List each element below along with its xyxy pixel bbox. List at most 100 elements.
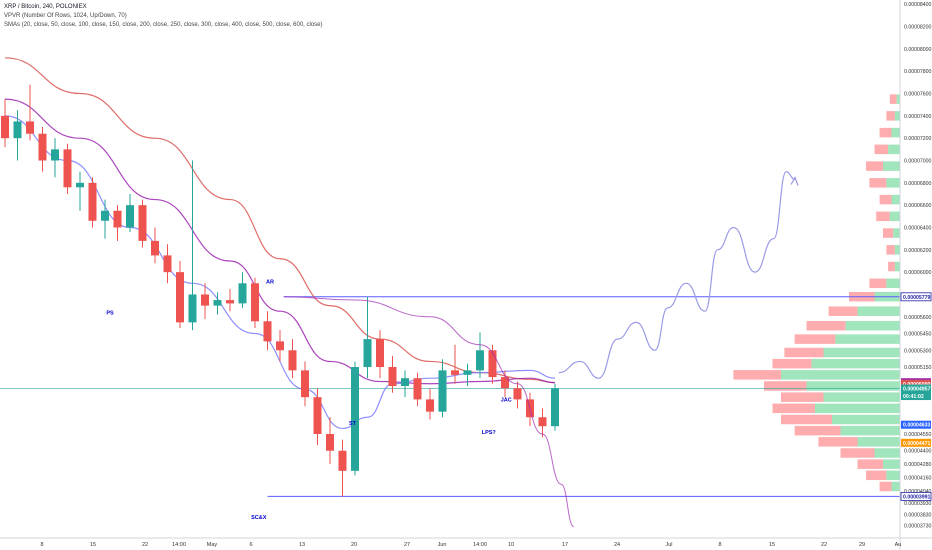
y-tick-label: 0.00006800 xyxy=(904,181,932,187)
annotation-label: LPS? xyxy=(482,430,497,436)
price-label-box xyxy=(901,438,931,447)
y-tick-label: 0.00008400 xyxy=(904,2,932,8)
y-axis[interactable]: 0.00008400 0.00008200 0.00008000 0.00007800… xyxy=(904,2,932,529)
volume-bar-down xyxy=(794,334,836,344)
candle-body xyxy=(551,388,559,427)
x-tick-label: 24 xyxy=(614,542,620,548)
volume-bar-down xyxy=(772,358,812,369)
projection-arrowhead xyxy=(790,176,799,186)
volume-bar-down xyxy=(857,459,883,469)
plot-background xyxy=(0,0,900,538)
sma-indicator-label[interactable]: SMAs (20, close, 50, close, 100, close, … xyxy=(4,22,323,28)
volume-bar-down xyxy=(879,481,892,492)
y-tick-label: 0.00007600 xyxy=(904,92,932,98)
y-tick-label: 0.00003930 xyxy=(904,501,932,507)
price-label-text: 0.00003991 xyxy=(903,494,931,500)
y-tick-label: 0.00007200 xyxy=(904,136,932,142)
wyckoff-annotations: AR PS SC&X ST LPS? JAC xyxy=(106,279,511,521)
candle-body xyxy=(426,399,434,412)
x-tick-label: 15 xyxy=(90,542,96,548)
candle-body xyxy=(388,367,397,386)
sma-line-purple xyxy=(4,98,556,385)
x-axis[interactable]: 8 15 22 14:00 May 6 13 20 27 Jun 14:00 10 17 24 Jul 8 15… xyxy=(40,542,901,548)
volume-bar-up xyxy=(893,228,900,238)
volume-bar-up xyxy=(891,194,900,205)
annotation-label: SC&X xyxy=(251,515,267,521)
candle-body xyxy=(76,182,84,188)
price-label-box xyxy=(900,292,932,302)
y-tick-label: 0.00007000 xyxy=(904,159,932,165)
x-tick-label: 10 xyxy=(508,542,514,548)
volume-bar-down xyxy=(781,392,824,402)
volume-bar-down xyxy=(886,111,895,121)
drawn-curves xyxy=(283,171,799,528)
volume-bar-down xyxy=(772,403,815,414)
volume-bar-up xyxy=(815,403,900,414)
volume-bar-down xyxy=(876,211,890,222)
volume-bar-up xyxy=(886,178,900,188)
candle-body xyxy=(38,133,47,161)
candle-body xyxy=(363,339,372,368)
candle-body xyxy=(101,210,109,221)
vpvr-indicator-label[interactable]: VPVR (Number Of Rows, 1024, Up/Down, 70) xyxy=(4,13,127,19)
y-tick-label: 0.00008200 xyxy=(904,25,932,31)
candle-body xyxy=(13,121,22,139)
x-tick-label: 14:00 xyxy=(473,542,487,548)
y-tick-label: 0.00007400 xyxy=(904,114,932,120)
x-tick-label: 15 xyxy=(769,542,775,548)
candle-body xyxy=(138,205,147,241)
candlesticks xyxy=(1,84,559,497)
volume-bar-up xyxy=(823,347,900,358)
volume-bar-down xyxy=(840,448,875,458)
candle-body xyxy=(126,205,134,228)
volume-bar-up xyxy=(894,111,900,121)
candle-body xyxy=(26,121,34,134)
symbol-title[interactable]: XRP / Bitcoin, 240, POLONIEX xyxy=(4,4,87,10)
volume-bar-up xyxy=(891,127,900,138)
y-tick-label: 0.00005150 xyxy=(904,365,932,371)
price-label-box xyxy=(900,491,932,501)
volume-bar-down xyxy=(889,94,897,104)
candle-body xyxy=(226,300,234,304)
price-label-text: 00:41:02 xyxy=(903,394,924,400)
chart-legend: XRP / Bitcoin, 240, POLONIEX VPVR (Numbe… xyxy=(4,3,323,30)
candle-body xyxy=(188,294,197,323)
candle-body xyxy=(113,210,122,228)
volume-bar-up xyxy=(781,370,900,380)
candle-body xyxy=(238,283,247,304)
candle-body xyxy=(338,450,347,471)
price-label-text: 0.00004471 xyxy=(903,441,931,447)
volume-bar-down xyxy=(888,261,895,272)
candle-body xyxy=(276,341,284,351)
horizontal-levels xyxy=(0,296,900,497)
candle-body xyxy=(1,115,9,139)
y-tick-label: 0.00006200 xyxy=(904,248,932,254)
y-tick-label: 0.00007800 xyxy=(904,69,932,75)
y-tick-label: 0.00005300 xyxy=(904,348,932,354)
price-label-box xyxy=(901,420,931,429)
candle-body xyxy=(151,240,159,256)
y-tick-label: 0.00003830 xyxy=(904,512,932,518)
volume-bar-up xyxy=(894,245,900,255)
x-tick-label: 14:00 xyxy=(172,542,186,548)
candle-body xyxy=(63,149,72,188)
volume-bar-down xyxy=(794,425,841,436)
x-tick-label: 29 xyxy=(859,542,865,548)
volume-bar-down xyxy=(869,178,887,188)
volume-bar-down xyxy=(764,381,807,391)
candle-body xyxy=(488,350,497,378)
price-label-text: 0.00004633 xyxy=(903,423,931,429)
volume-bar-up xyxy=(832,414,900,425)
volume-bar-up xyxy=(883,161,900,171)
y-tick-label: 0.00003730 xyxy=(904,524,932,530)
volume-bar-down xyxy=(828,306,858,316)
annotation-label: PS xyxy=(106,311,114,317)
annotation-label: JAC xyxy=(501,398,512,404)
candle-body xyxy=(163,255,172,273)
candle-body xyxy=(438,370,447,412)
candle-body xyxy=(501,377,509,389)
volume-bar-up xyxy=(894,261,900,272)
volume-bar-up xyxy=(845,320,900,331)
volume-profile xyxy=(733,94,900,492)
